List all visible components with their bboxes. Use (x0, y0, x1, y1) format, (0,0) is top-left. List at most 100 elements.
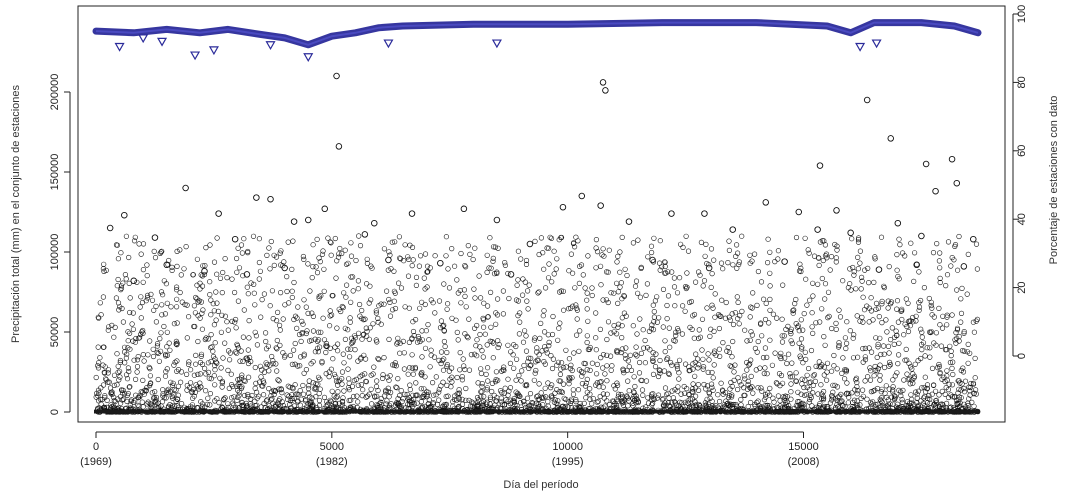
precipitation-point-texture (162, 311, 168, 317)
precipitation-point-texture (896, 236, 902, 242)
precipitation-point-texture (648, 243, 655, 249)
precipitation-point-texture (463, 397, 469, 403)
precipitation-point-texture (665, 390, 671, 397)
precipitation-point-texture (333, 400, 339, 407)
precipitation-point-texture (129, 397, 135, 403)
precipitation-point-texture (757, 365, 763, 371)
precipitation-point-texture (890, 387, 896, 393)
precipitation-point-texture (747, 337, 753, 343)
precipitation-point (526, 240, 534, 248)
precipitation-point-texture (260, 378, 266, 384)
precipitation-point-texture (173, 338, 179, 345)
precipitation-point-texture (618, 280, 625, 286)
precipitation-point-texture (220, 355, 226, 361)
precipitation-point-texture (651, 309, 657, 315)
precipitation-point (321, 205, 329, 213)
precipitation-point-texture (767, 307, 773, 313)
precipitation-point-texture (303, 304, 309, 310)
precipitation-point-texture (587, 396, 593, 402)
precipitation-point-texture (456, 395, 462, 401)
precipitation-point-texture (973, 241, 980, 247)
precipitation-point-texture (802, 235, 808, 241)
precipitation-point-texture (716, 346, 723, 352)
precipitation-point-texture (108, 402, 114, 408)
precipitation-point-texture (469, 399, 475, 405)
precipitation-point-texture (548, 385, 554, 391)
precipitation-point-texture (160, 292, 166, 298)
precipitation-point-texture (360, 387, 366, 393)
precipitation-point-texture (944, 373, 950, 379)
precipitation-point-texture (484, 342, 490, 348)
precipitation-point-texture (797, 261, 803, 267)
precipitation-point-texture (682, 284, 689, 290)
precipitation-point-texture (207, 292, 213, 298)
precipitation-point-texture (736, 261, 742, 268)
precipitation-point-texture (494, 270, 500, 277)
precipitation-point-texture (650, 358, 656, 364)
precipitation-point-texture (727, 317, 733, 323)
precipitation-point-texture (775, 256, 781, 262)
precipitation-point-texture (845, 285, 852, 291)
precipitation-point-texture (762, 365, 768, 371)
precipitation-point-texture (461, 363, 467, 369)
precipitation-point-texture (252, 329, 258, 335)
precipitation-point-texture (764, 354, 770, 361)
precipitation-point-texture (871, 373, 877, 379)
precipitation-point-texture (94, 390, 100, 397)
precipitation-point-texture (224, 275, 230, 281)
precipitation-point-texture (236, 392, 242, 398)
precipitation-point-texture (270, 316, 276, 322)
precipitation-point-texture (893, 328, 899, 334)
precipitation-point-texture (818, 382, 824, 388)
precipitation-point-texture (960, 369, 967, 375)
precipitation-point-texture (843, 345, 849, 352)
precipitation-point-texture (585, 318, 591, 324)
precipitation-point-texture (263, 360, 269, 366)
precipitation-point-texture (278, 290, 284, 296)
precipitation-point-texture (593, 265, 599, 271)
precipitation-point-texture (456, 390, 462, 396)
precipitation-point-texture (821, 372, 827, 378)
precipitation-point-texture (211, 308, 217, 314)
precipitation-point-texture (327, 397, 333, 403)
precipitation-point-texture (166, 340, 172, 346)
precipitation-point-texture (560, 365, 567, 371)
precipitation-point-texture (532, 335, 538, 341)
precipitation-point-texture (413, 317, 419, 323)
precipitation-point-texture (107, 385, 114, 391)
precipitation-point-texture (922, 374, 928, 380)
precipitation-point-texture (548, 353, 554, 359)
precipitation-point-texture (386, 249, 392, 255)
precipitation-point-texture (146, 364, 152, 371)
precipitation-point-texture (605, 269, 611, 275)
precipitation-point-texture (862, 378, 868, 384)
precipitation-point-texture (419, 354, 425, 360)
precipitation-point-texture (576, 280, 583, 287)
precipitation-point-texture (657, 370, 663, 376)
precipitation-point-texture (161, 395, 167, 401)
precipitation-point-texture (886, 350, 892, 356)
precipitation-point-texture (315, 329, 322, 335)
precipitation-point-texture (173, 387, 179, 393)
precipitation-point-texture (420, 393, 426, 400)
precipitation-point-texture (971, 329, 978, 335)
precipitation-point-texture (328, 252, 334, 258)
precipitation-point-texture (812, 378, 819, 385)
precipitation-point-texture (761, 397, 768, 403)
precipitation-point-texture (545, 332, 551, 338)
precipitation-point-texture (127, 346, 133, 352)
precipitation-point-texture (210, 353, 217, 360)
precipitation-point-texture (339, 250, 345, 257)
precipitation-point-texture (376, 356, 382, 363)
precipitation-point-texture (199, 361, 206, 368)
precipitation-point-texture (877, 377, 883, 383)
precipitation-point-texture (384, 288, 390, 294)
precipitation-point-texture (218, 365, 224, 371)
precipitation-point-texture (430, 300, 436, 306)
precipitation-point-texture (951, 394, 957, 400)
precipitation-point-texture (615, 253, 621, 259)
precipitation-point-texture (780, 394, 786, 400)
precipitation-point-texture (766, 320, 772, 326)
precipitation-point-texture (833, 259, 839, 265)
